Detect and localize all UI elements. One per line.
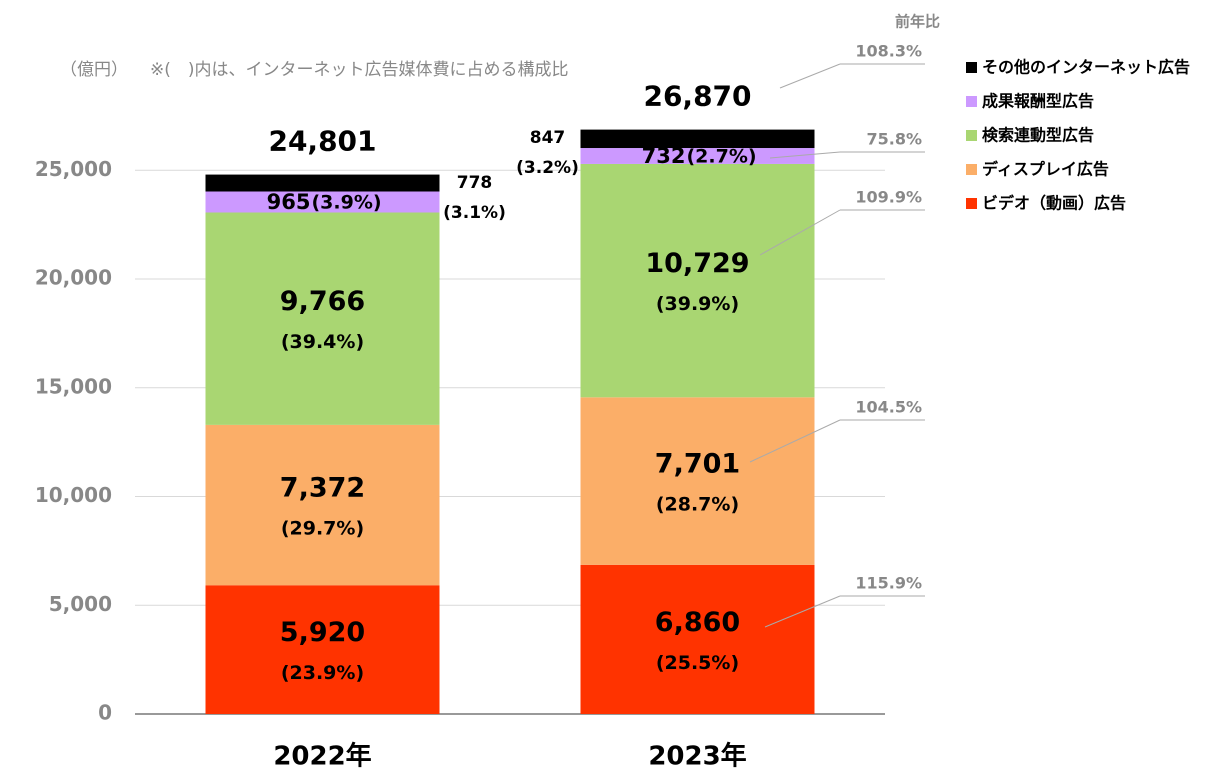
leader-line [769,151,841,159]
legend-label: 検索連動型広告 [982,126,1094,145]
yoy-title: 前年比 [895,13,940,31]
share-label: (3.2%) [516,158,579,178]
legend-swatch [966,96,977,107]
bar-segment [205,585,440,714]
value-label: 778 [457,173,493,193]
share-label: (25.5%) [656,652,739,674]
x-tick-label: 2023年 [648,741,746,772]
y-tick-label: 10,000 [35,483,112,507]
yoy-label: 108.3% [855,42,922,61]
value-label: 6,860 [655,607,740,638]
share-label: (3.9%) [312,191,382,213]
value-label: 10,729 [645,248,749,279]
bar-segment [580,163,815,398]
share-label: (28.7%) [656,494,739,516]
bar-segment [580,148,815,164]
yoy-label: 115.9% [855,574,922,593]
legend-label: 成果報酬型広告 [982,92,1094,111]
legend-label: ビデオ（動画）広告 [982,194,1126,213]
legend-swatch [966,164,977,175]
leader-line [759,209,841,256]
note: ※( )内は、インターネット広告媒体費に占める構成比 [150,60,569,80]
value-label: 5,920 [280,617,365,648]
y-tick-label: 20,000 [35,266,112,290]
y-tick-label: 25,000 [35,157,112,181]
bar-segment [205,174,440,192]
bar-segment [580,564,815,714]
legend-swatch [966,198,977,209]
yoy-label: 75.8% [866,130,922,149]
share-label: (3.1%) [443,203,506,223]
x-tick-label: 2022年 [273,741,371,772]
share-label: (23.9%) [281,662,364,684]
value-label: 7,372 [280,473,365,504]
y-tick-label: 0 [98,701,112,725]
legend-label: ディスプレイ広告 [982,160,1109,179]
value-label: 7,701 [655,449,740,480]
leader-line [764,595,841,628]
bar-segment [580,129,815,149]
legend-swatch [966,62,977,73]
unit-label: （億円） [60,60,128,80]
yoy-label: 109.9% [855,188,922,207]
bar-segment [205,212,440,425]
yoy-label: 104.5% [855,398,922,417]
legend-swatch [966,130,977,141]
bar-segment [580,397,815,565]
share-label: (29.7%) [281,518,364,540]
share-label: (2.7%) [687,145,757,167]
total-label: 26,870 [643,80,751,113]
total-label: 24,801 [268,125,376,158]
leader-line [779,63,841,89]
share-label: (39.4%) [281,331,364,353]
share-label: (39.9%) [656,293,739,315]
y-tick-label: 15,000 [35,374,112,398]
leader-line [749,419,841,463]
y-tick-label: 5,000 [49,592,112,616]
value-label: 965 [267,190,311,214]
bar-segment [205,424,440,586]
value-label: 847 [530,128,566,148]
value-label: 9,766 [280,286,365,317]
legend-label: その他のインターネット広告 [982,58,1190,77]
bar-segment [205,191,440,213]
